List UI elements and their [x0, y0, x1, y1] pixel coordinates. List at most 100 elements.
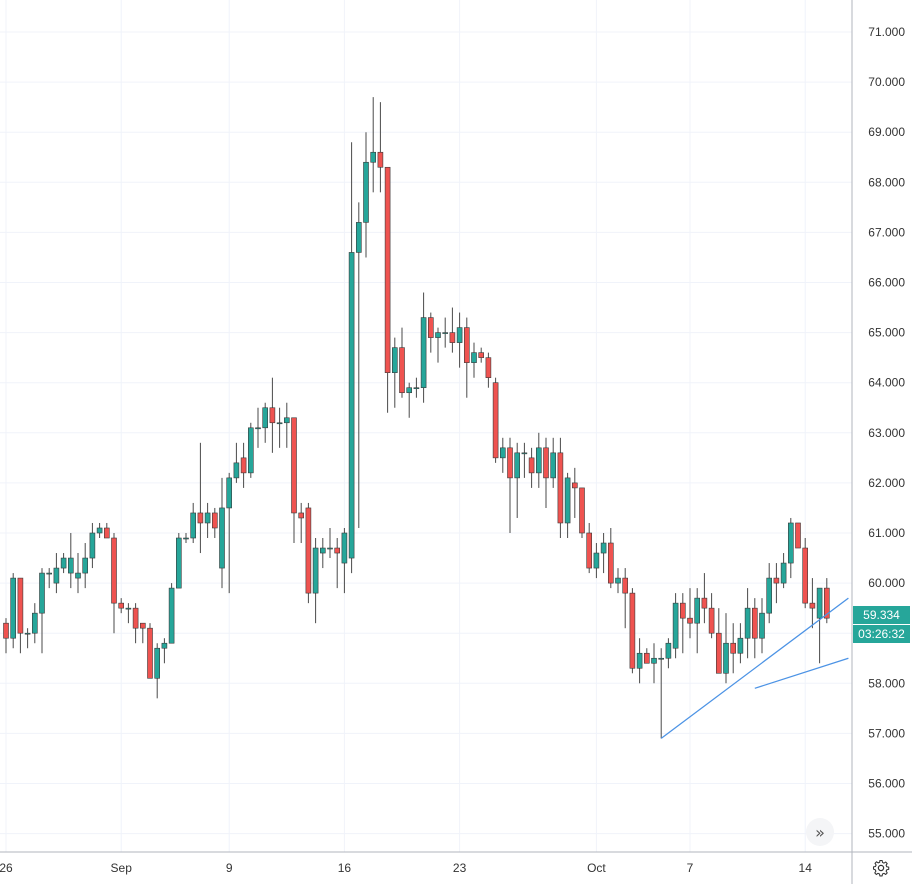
candle-body	[276, 422, 283, 425]
candle-body	[168, 587, 175, 644]
candle	[593, 543, 600, 579]
candle-body	[823, 587, 830, 619]
candle	[183, 533, 189, 544]
candle-body	[204, 512, 211, 524]
candle	[607, 527, 614, 589]
trendline[interactable]	[754, 657, 849, 689]
candle-body	[471, 352, 477, 363]
price-tick-label: 62.000	[868, 476, 905, 490]
time-axis[interactable]: 26 Sep 9 16 23 Oct 7 14	[0, 861, 812, 875]
candle-body	[737, 637, 744, 654]
candle	[751, 598, 758, 659]
candle-body	[132, 607, 139, 629]
candle-body	[219, 507, 225, 569]
candle-body	[118, 602, 124, 609]
candle-body	[24, 632, 31, 635]
grid-lines	[0, 0, 852, 852]
candle	[24, 628, 31, 649]
candle-body	[514, 452, 521, 479]
price-tick-label: 65.000	[868, 326, 905, 340]
time-tick-label: 7	[687, 861, 694, 875]
candle	[233, 442, 240, 483]
candle	[161, 638, 168, 664]
candle-body	[449, 332, 456, 343]
gear-icon	[872, 859, 890, 877]
candle	[60, 553, 67, 574]
candle	[679, 593, 686, 654]
candle-body	[68, 557, 74, 574]
price-tick-label: 70.000	[868, 75, 905, 89]
candle-body	[528, 457, 535, 474]
candle-body	[233, 462, 240, 479]
candle-body	[679, 602, 686, 619]
candle-body	[571, 482, 578, 489]
candle	[665, 638, 672, 669]
candle-body	[427, 317, 434, 338]
candle-body	[435, 332, 441, 338]
candle	[319, 538, 326, 569]
candle	[514, 442, 521, 518]
trendlines[interactable]	[660, 597, 849, 739]
candle	[348, 142, 355, 574]
price-tick-label: 60.000	[868, 576, 905, 590]
candle	[485, 352, 492, 388]
candle	[730, 623, 737, 674]
candle	[413, 377, 420, 398]
candle-body	[499, 447, 506, 459]
candle-body	[701, 597, 708, 609]
candle	[96, 522, 103, 539]
candle	[363, 132, 369, 258]
candle-body	[240, 457, 247, 474]
price-tick-label: 67.000	[868, 225, 905, 239]
candle	[701, 573, 708, 624]
candle-body	[60, 557, 67, 569]
price-tick-label: 68.000	[868, 175, 905, 189]
candle-body	[579, 487, 585, 534]
candle	[507, 437, 513, 533]
candle-body	[723, 642, 729, 674]
candle	[312, 538, 319, 624]
candle	[197, 442, 204, 554]
candle-body	[31, 612, 38, 634]
candle-body	[75, 572, 81, 579]
candle	[787, 517, 794, 579]
candle-body	[283, 417, 290, 424]
candle	[715, 608, 722, 674]
candle	[341, 527, 348, 594]
time-tick-label: 16	[338, 861, 352, 875]
candle	[629, 588, 636, 674]
candle	[132, 603, 139, 644]
price-tick-label: 55.000	[868, 827, 905, 841]
time-tick-label: Sep	[111, 861, 133, 875]
candle-body	[161, 642, 168, 649]
price-tick-label: 69.000	[868, 125, 905, 139]
candle	[399, 327, 405, 398]
double-chevron-right-icon: »	[815, 822, 825, 842]
candle-body	[600, 542, 607, 554]
scroll-to-realtime-button[interactable]: »	[806, 818, 834, 846]
trendline[interactable]	[660, 597, 849, 739]
candle-body	[622, 577, 629, 594]
candle	[219, 477, 225, 589]
candle	[68, 533, 74, 589]
candle-body	[140, 622, 146, 629]
candle	[471, 342, 477, 378]
candle-body	[507, 447, 513, 479]
candle-body	[399, 347, 405, 394]
candle-body	[557, 452, 564, 524]
candle	[255, 407, 261, 448]
candle	[204, 502, 211, 539]
price-axis[interactable]: 71.000 70.000 69.000 68.000 67.000 66.000 65.0…	[868, 25, 905, 841]
candle	[658, 648, 665, 739]
candle	[823, 578, 830, 624]
settings-button[interactable]	[868, 855, 894, 881]
candle-body	[262, 407, 269, 429]
time-tick-label: 9	[226, 861, 233, 875]
candle-body	[687, 617, 693, 624]
candle	[809, 578, 816, 629]
candle	[10, 573, 16, 649]
candle	[802, 538, 809, 609]
candle-body	[672, 602, 679, 649]
candle	[766, 563, 773, 624]
